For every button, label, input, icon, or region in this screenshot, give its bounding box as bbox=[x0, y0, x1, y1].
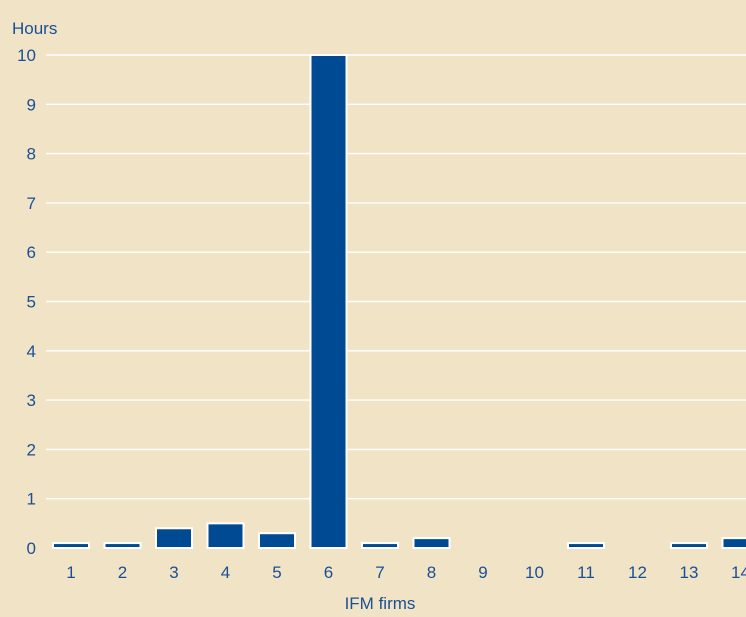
x-tick-label: 9 bbox=[478, 563, 487, 582]
x-axis-title: IFM firms bbox=[345, 594, 416, 613]
x-tick-label: 14 bbox=[731, 563, 746, 582]
y-tick-label: 7 bbox=[27, 194, 36, 213]
y-tick-label: 4 bbox=[27, 342, 36, 361]
y-tick-label: 8 bbox=[27, 145, 36, 164]
bar-firm-14 bbox=[721, 537, 746, 550]
y-axis-tick-labels: 0 1 2 3 4 5 6 7 8 9 10 bbox=[17, 46, 36, 558]
x-tick-label: 1 bbox=[66, 563, 75, 582]
y-tick-label: 3 bbox=[27, 391, 36, 410]
bar-firm-7 bbox=[361, 542, 399, 550]
y-tick-label: 2 bbox=[27, 440, 36, 459]
bars bbox=[52, 54, 746, 550]
bar-firm-6 bbox=[309, 54, 348, 549]
bar-firm-5 bbox=[258, 532, 296, 550]
y-tick-label: 9 bbox=[27, 95, 36, 114]
bar-firm-11 bbox=[567, 542, 605, 550]
x-tick-label: 7 bbox=[375, 563, 384, 582]
x-tick-label: 4 bbox=[221, 563, 230, 582]
y-tick-label: 5 bbox=[27, 293, 36, 312]
y-tick-label: 6 bbox=[27, 243, 36, 262]
y-tick-label: 10 bbox=[17, 46, 36, 65]
y-tick-label: 0 bbox=[27, 539, 36, 558]
x-tick-label: 10 bbox=[525, 563, 544, 582]
bar-firm-2 bbox=[103, 542, 142, 550]
bar-firm-4 bbox=[206, 522, 245, 549]
x-tick-label: 13 bbox=[680, 563, 699, 582]
bar-firm-13 bbox=[670, 542, 708, 550]
x-tick-label: 5 bbox=[272, 563, 281, 582]
x-axis-tick-labels: 1 2 3 4 5 6 7 8 9 10 11 12 13 14 bbox=[66, 563, 746, 582]
x-tick-label: 3 bbox=[169, 563, 178, 582]
bar-firm-3 bbox=[155, 527, 193, 550]
bar-firm-8 bbox=[412, 537, 451, 550]
x-tick-label: 12 bbox=[628, 563, 647, 582]
y-tick-label: 1 bbox=[27, 490, 36, 509]
x-tick-label: 8 bbox=[427, 563, 436, 582]
x-tick-label: 11 bbox=[577, 563, 595, 582]
bar-firm-1 bbox=[52, 542, 90, 550]
x-tick-label: 6 bbox=[324, 563, 333, 582]
y-axis-title: Hours bbox=[12, 19, 57, 38]
x-tick-label: 2 bbox=[118, 563, 127, 582]
grid-lines bbox=[46, 54, 746, 500]
